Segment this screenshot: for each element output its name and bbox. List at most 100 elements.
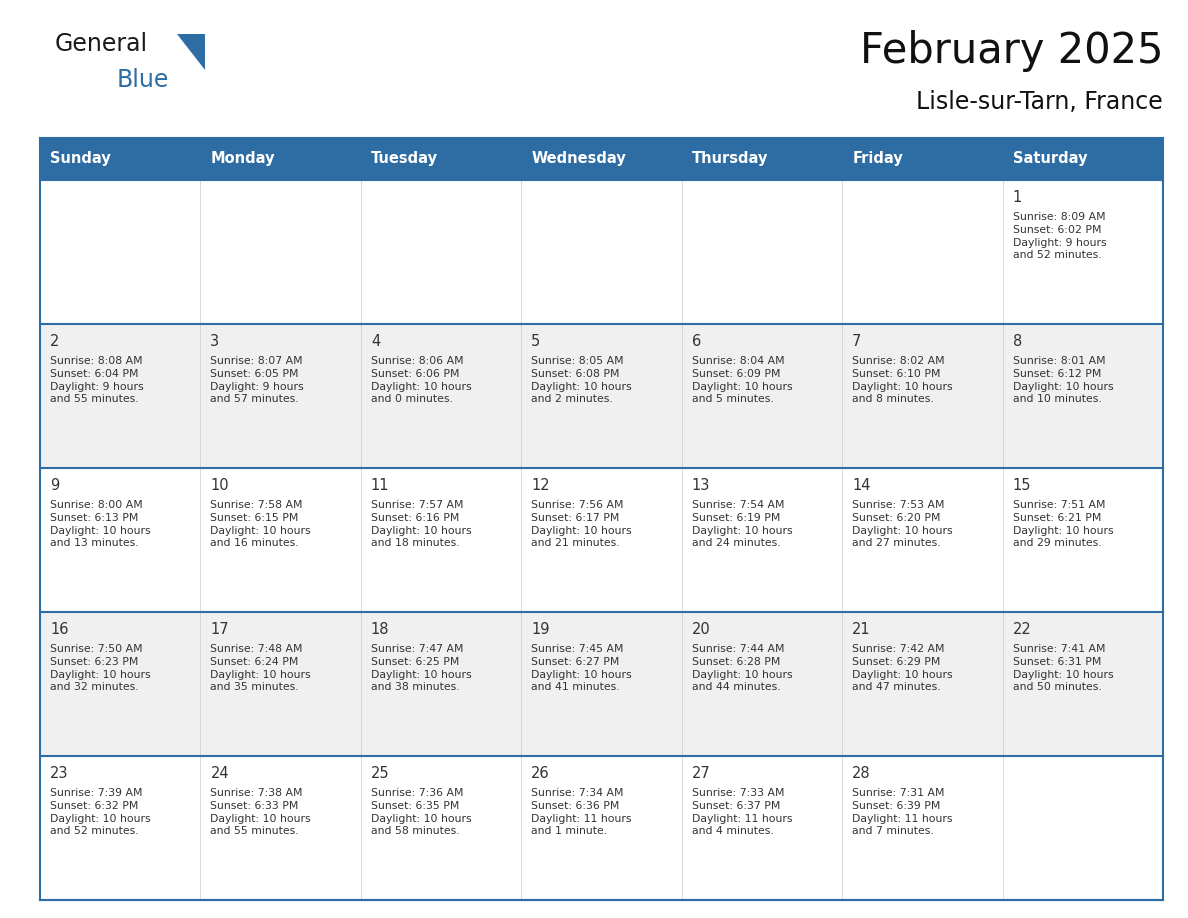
Text: 17: 17: [210, 622, 229, 637]
Text: Sunrise: 7:33 AM
Sunset: 6:37 PM
Daylight: 11 hours
and 4 minutes.: Sunrise: 7:33 AM Sunset: 6:37 PM Dayligh…: [691, 788, 792, 836]
Text: Sunrise: 8:02 AM
Sunset: 6:10 PM
Daylight: 10 hours
and 8 minutes.: Sunrise: 8:02 AM Sunset: 6:10 PM Dayligh…: [852, 356, 953, 405]
Text: 16: 16: [50, 622, 69, 637]
Bar: [361, 756, 522, 900]
Bar: [842, 756, 1003, 900]
Bar: [1003, 180, 1163, 324]
Text: Sunrise: 8:04 AM
Sunset: 6:09 PM
Daylight: 10 hours
and 5 minutes.: Sunrise: 8:04 AM Sunset: 6:09 PM Dayligh…: [691, 356, 792, 405]
Bar: [522, 180, 682, 324]
Bar: [201, 468, 361, 612]
Text: Lisle-sur-Tarn, France: Lisle-sur-Tarn, France: [916, 90, 1163, 114]
Bar: [842, 324, 1003, 468]
Bar: [682, 612, 842, 756]
Text: Sunrise: 7:41 AM
Sunset: 6:31 PM
Daylight: 10 hours
and 50 minutes.: Sunrise: 7:41 AM Sunset: 6:31 PM Dayligh…: [1012, 644, 1113, 692]
Text: Sunrise: 8:05 AM
Sunset: 6:08 PM
Daylight: 10 hours
and 2 minutes.: Sunrise: 8:05 AM Sunset: 6:08 PM Dayligh…: [531, 356, 632, 405]
Bar: [361, 180, 522, 324]
Bar: [40, 180, 201, 324]
Text: 3: 3: [210, 334, 220, 349]
Bar: [201, 180, 361, 324]
Text: 8: 8: [1012, 334, 1022, 349]
Bar: [682, 756, 842, 900]
Text: 20: 20: [691, 622, 710, 637]
Bar: [1003, 756, 1163, 900]
Text: 26: 26: [531, 766, 550, 781]
Text: Sunrise: 7:50 AM
Sunset: 6:23 PM
Daylight: 10 hours
and 32 minutes.: Sunrise: 7:50 AM Sunset: 6:23 PM Dayligh…: [50, 644, 151, 692]
Text: Sunrise: 7:45 AM
Sunset: 6:27 PM
Daylight: 10 hours
and 41 minutes.: Sunrise: 7:45 AM Sunset: 6:27 PM Dayligh…: [531, 644, 632, 692]
Bar: [522, 324, 682, 468]
Bar: [1003, 138, 1163, 180]
Text: 1: 1: [1012, 190, 1022, 205]
Text: 12: 12: [531, 478, 550, 493]
Text: Sunrise: 7:44 AM
Sunset: 6:28 PM
Daylight: 10 hours
and 44 minutes.: Sunrise: 7:44 AM Sunset: 6:28 PM Dayligh…: [691, 644, 792, 692]
Text: 22: 22: [1012, 622, 1031, 637]
Bar: [522, 468, 682, 612]
Bar: [522, 612, 682, 756]
Text: Sunrise: 8:07 AM
Sunset: 6:05 PM
Daylight: 9 hours
and 57 minutes.: Sunrise: 8:07 AM Sunset: 6:05 PM Dayligh…: [210, 356, 304, 405]
Text: Blue: Blue: [116, 68, 170, 92]
Text: 28: 28: [852, 766, 871, 781]
Text: Sunrise: 7:42 AM
Sunset: 6:29 PM
Daylight: 10 hours
and 47 minutes.: Sunrise: 7:42 AM Sunset: 6:29 PM Dayligh…: [852, 644, 953, 692]
Text: February 2025: February 2025: [859, 30, 1163, 72]
Bar: [1003, 324, 1163, 468]
Text: Sunrise: 8:08 AM
Sunset: 6:04 PM
Daylight: 9 hours
and 55 minutes.: Sunrise: 8:08 AM Sunset: 6:04 PM Dayligh…: [50, 356, 144, 405]
Text: 13: 13: [691, 478, 710, 493]
Bar: [522, 756, 682, 900]
Bar: [40, 324, 201, 468]
Text: Sunrise: 7:34 AM
Sunset: 6:36 PM
Daylight: 11 hours
and 1 minute.: Sunrise: 7:34 AM Sunset: 6:36 PM Dayligh…: [531, 788, 632, 836]
Bar: [1003, 468, 1163, 612]
Bar: [40, 612, 201, 756]
Bar: [40, 468, 201, 612]
Text: 10: 10: [210, 478, 229, 493]
Bar: [682, 138, 842, 180]
Text: Sunday: Sunday: [50, 151, 110, 166]
Text: Sunrise: 8:06 AM
Sunset: 6:06 PM
Daylight: 10 hours
and 0 minutes.: Sunrise: 8:06 AM Sunset: 6:06 PM Dayligh…: [371, 356, 472, 405]
Text: Sunrise: 7:48 AM
Sunset: 6:24 PM
Daylight: 10 hours
and 35 minutes.: Sunrise: 7:48 AM Sunset: 6:24 PM Dayligh…: [210, 644, 311, 692]
Text: Sunrise: 8:09 AM
Sunset: 6:02 PM
Daylight: 9 hours
and 52 minutes.: Sunrise: 8:09 AM Sunset: 6:02 PM Dayligh…: [1012, 212, 1106, 261]
Bar: [40, 756, 201, 900]
Bar: [682, 468, 842, 612]
Text: Friday: Friday: [852, 151, 903, 166]
Text: 9: 9: [50, 478, 59, 493]
Text: Sunrise: 7:38 AM
Sunset: 6:33 PM
Daylight: 10 hours
and 55 minutes.: Sunrise: 7:38 AM Sunset: 6:33 PM Dayligh…: [210, 788, 311, 836]
Bar: [40, 138, 201, 180]
Bar: [682, 180, 842, 324]
Bar: [682, 324, 842, 468]
Text: 15: 15: [1012, 478, 1031, 493]
Text: 11: 11: [371, 478, 390, 493]
Text: 19: 19: [531, 622, 550, 637]
Text: 23: 23: [50, 766, 69, 781]
Text: Sunrise: 7:54 AM
Sunset: 6:19 PM
Daylight: 10 hours
and 24 minutes.: Sunrise: 7:54 AM Sunset: 6:19 PM Dayligh…: [691, 500, 792, 548]
Bar: [842, 612, 1003, 756]
Bar: [522, 138, 682, 180]
Polygon shape: [177, 34, 206, 70]
Text: Sunrise: 7:56 AM
Sunset: 6:17 PM
Daylight: 10 hours
and 21 minutes.: Sunrise: 7:56 AM Sunset: 6:17 PM Dayligh…: [531, 500, 632, 548]
Bar: [201, 138, 361, 180]
Text: Sunrise: 7:47 AM
Sunset: 6:25 PM
Daylight: 10 hours
and 38 minutes.: Sunrise: 7:47 AM Sunset: 6:25 PM Dayligh…: [371, 644, 472, 692]
Text: 18: 18: [371, 622, 390, 637]
Text: Sunrise: 8:01 AM
Sunset: 6:12 PM
Daylight: 10 hours
and 10 minutes.: Sunrise: 8:01 AM Sunset: 6:12 PM Dayligh…: [1012, 356, 1113, 405]
Bar: [361, 468, 522, 612]
Text: Sunrise: 7:57 AM
Sunset: 6:16 PM
Daylight: 10 hours
and 18 minutes.: Sunrise: 7:57 AM Sunset: 6:16 PM Dayligh…: [371, 500, 472, 548]
Text: 4: 4: [371, 334, 380, 349]
Bar: [361, 138, 522, 180]
Text: 25: 25: [371, 766, 390, 781]
Text: 27: 27: [691, 766, 710, 781]
Text: Thursday: Thursday: [691, 151, 769, 166]
Text: Sunrise: 7:36 AM
Sunset: 6:35 PM
Daylight: 10 hours
and 58 minutes.: Sunrise: 7:36 AM Sunset: 6:35 PM Dayligh…: [371, 788, 472, 836]
Bar: [361, 612, 522, 756]
Text: 5: 5: [531, 334, 541, 349]
Text: General: General: [55, 32, 148, 56]
Bar: [201, 756, 361, 900]
Bar: [842, 468, 1003, 612]
Text: Sunrise: 7:39 AM
Sunset: 6:32 PM
Daylight: 10 hours
and 52 minutes.: Sunrise: 7:39 AM Sunset: 6:32 PM Dayligh…: [50, 788, 151, 836]
Text: Saturday: Saturday: [1012, 151, 1087, 166]
Text: Sunrise: 7:51 AM
Sunset: 6:21 PM
Daylight: 10 hours
and 29 minutes.: Sunrise: 7:51 AM Sunset: 6:21 PM Dayligh…: [1012, 500, 1113, 548]
Bar: [842, 138, 1003, 180]
Text: Sunrise: 7:53 AM
Sunset: 6:20 PM
Daylight: 10 hours
and 27 minutes.: Sunrise: 7:53 AM Sunset: 6:20 PM Dayligh…: [852, 500, 953, 548]
Text: 21: 21: [852, 622, 871, 637]
Bar: [361, 324, 522, 468]
Text: Sunrise: 7:31 AM
Sunset: 6:39 PM
Daylight: 11 hours
and 7 minutes.: Sunrise: 7:31 AM Sunset: 6:39 PM Dayligh…: [852, 788, 953, 836]
Text: Wednesday: Wednesday: [531, 151, 626, 166]
Text: Sunrise: 7:58 AM
Sunset: 6:15 PM
Daylight: 10 hours
and 16 minutes.: Sunrise: 7:58 AM Sunset: 6:15 PM Dayligh…: [210, 500, 311, 548]
Bar: [201, 324, 361, 468]
Text: 24: 24: [210, 766, 229, 781]
